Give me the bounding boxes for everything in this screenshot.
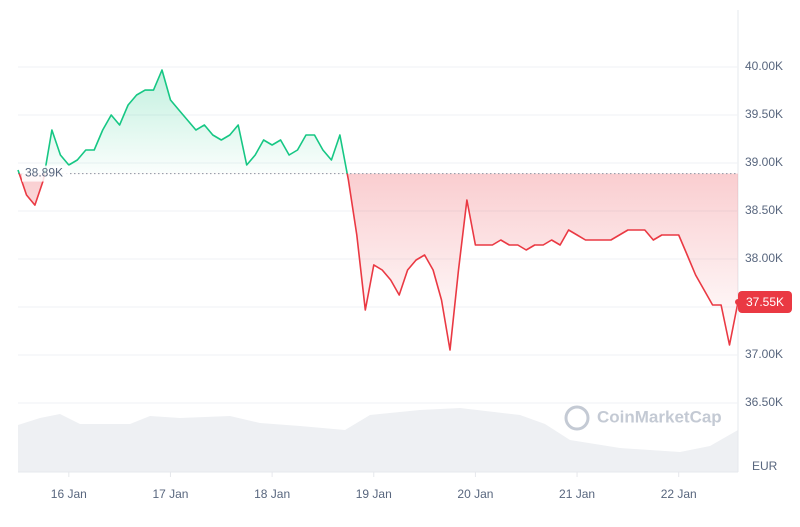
- x-tick-label: 17 Jan: [152, 487, 188, 501]
- baseline-label: 38.89K: [25, 166, 63, 180]
- x-tick-label: 21 Jan: [559, 487, 595, 501]
- area: [18, 70, 738, 350]
- x-tick-label: 20 Jan: [457, 487, 493, 501]
- last-label-bg: [738, 291, 792, 314]
- y-tick-label: 37.00K: [745, 347, 783, 361]
- last-label: 37.55K: [746, 295, 784, 309]
- x-tick-label: 18 Jan: [254, 487, 290, 501]
- y-tick-label: 38.00K: [745, 251, 783, 265]
- watermark-logo: [564, 405, 590, 431]
- price-line: [17, 69, 739, 351]
- y-tick-label: 39.00K: [745, 155, 783, 169]
- y-tick-label: 40.00K: [745, 59, 783, 73]
- volume-area: [18, 408, 738, 472]
- x-tick-label: 19 Jan: [356, 487, 392, 501]
- x-tick-label: 22 Jan: [661, 487, 697, 501]
- y-tick-label: 39.50K: [745, 107, 783, 121]
- y-tick-label: 36.50K: [745, 395, 783, 409]
- y-tick-label: 38.50K: [745, 203, 783, 217]
- watermark: CoinMarketCap: [597, 407, 722, 426]
- y-unit: EUR: [752, 459, 778, 473]
- x-tick-label: 16 Jan: [51, 487, 87, 501]
- baseline-label-bg: [22, 165, 70, 182]
